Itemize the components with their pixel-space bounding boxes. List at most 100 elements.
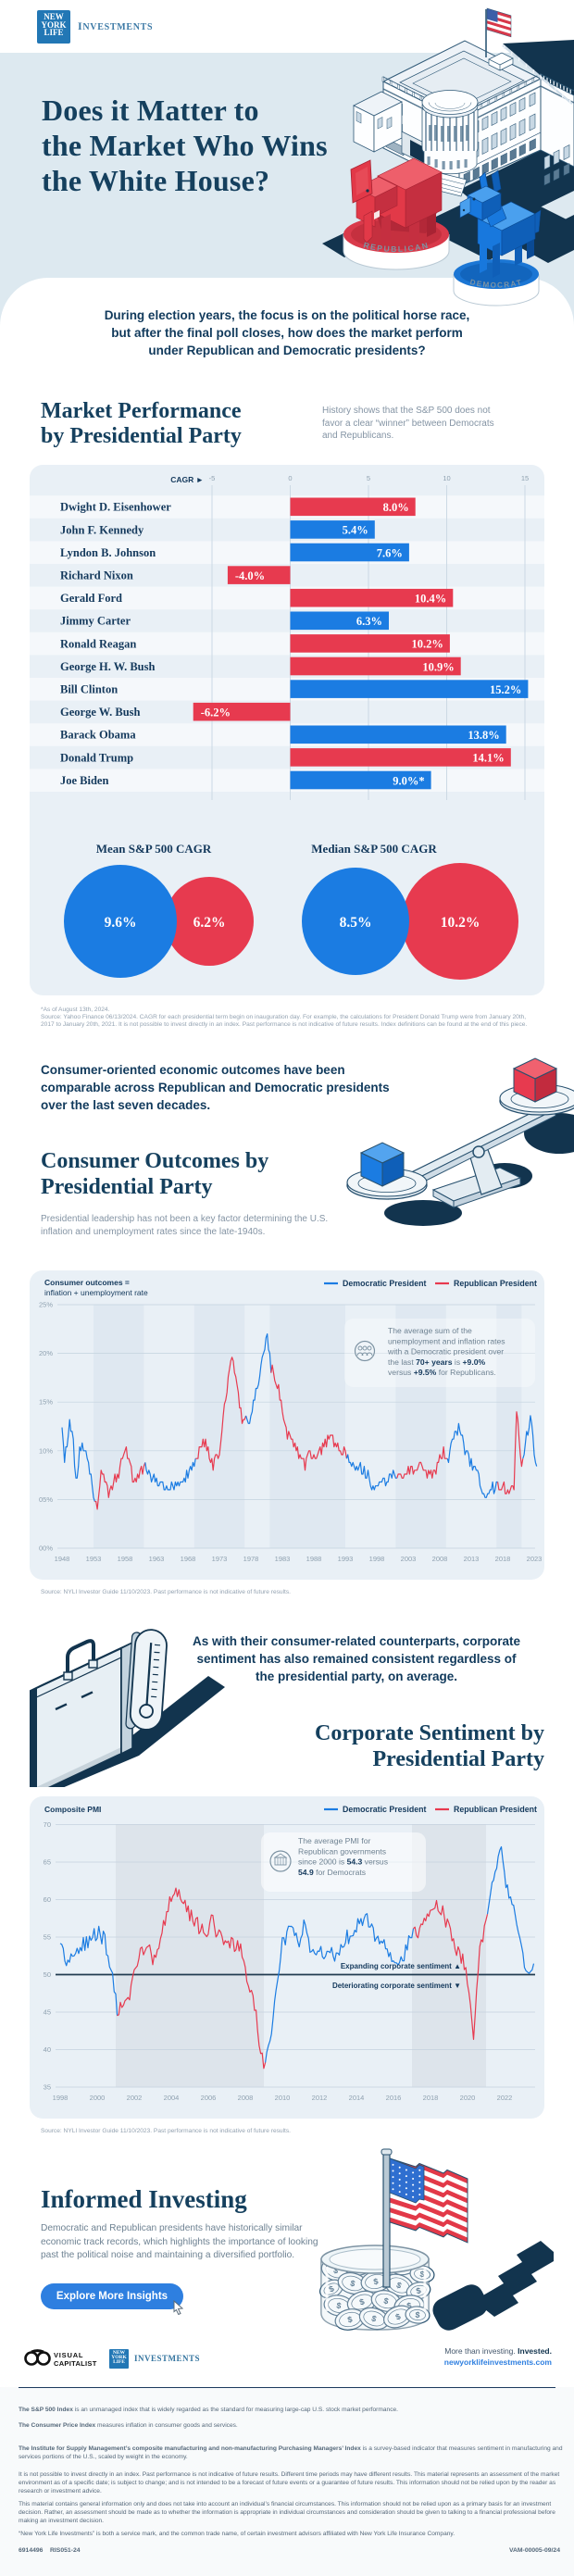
svg-text:-4.0%: -4.0% [235, 569, 265, 582]
svg-text:55: 55 [44, 1933, 51, 1942]
svg-text:with a Democratic president ov: with a Democratic president over [387, 1347, 504, 1357]
svg-text:6.3%: 6.3% [356, 615, 382, 628]
svg-text:54.9 for Democrats: 54.9 for Democrats [298, 1868, 366, 1877]
svg-text:20%: 20% [39, 1349, 53, 1357]
svg-text:2016: 2016 [386, 2094, 402, 2102]
svg-text:10%: 10% [39, 1446, 53, 1455]
svg-text:1993: 1993 [338, 1555, 354, 1563]
svg-text:2003: 2003 [401, 1555, 417, 1563]
svg-text:2008: 2008 [238, 2094, 254, 2102]
svg-text:$: $ [347, 2315, 354, 2325]
svg-text:1988: 1988 [306, 1555, 322, 1563]
svg-text:Republican governments: Republican governments [298, 1846, 386, 1856]
svg-text:2004: 2004 [164, 2094, 180, 2102]
svg-text:$: $ [328, 2283, 336, 2294]
svg-text:$: $ [358, 2296, 366, 2307]
svg-text:$: $ [349, 2279, 356, 2289]
svg-text:CAPITALIST: CAPITALIST [54, 2359, 97, 2368]
svg-text:unemployment and inflation rat: unemployment and inflation rates [388, 1336, 505, 1345]
svg-text:2010: 2010 [275, 2094, 291, 2102]
svg-text:$: $ [332, 2265, 340, 2275]
svg-text:8.5%: 8.5% [340, 915, 372, 931]
svg-text:Median S&P 500 CAGR: Median S&P 500 CAGR [311, 842, 437, 856]
svg-text:60: 60 [44, 1895, 51, 1904]
svg-text:5.4%: 5.4% [343, 524, 368, 537]
svg-text:Dwight D. Eisenhower: Dwight D. Eisenhower [60, 501, 171, 514]
svg-text:2002: 2002 [127, 2094, 143, 2102]
svg-text:45: 45 [44, 2008, 51, 2017]
svg-text:$: $ [336, 2301, 343, 2311]
svg-text:1998: 1998 [369, 1555, 385, 1563]
svg-text:since 2000 is 54.3 versus: since 2000 is 54.3 versus [298, 1857, 388, 1867]
svg-text:$: $ [415, 2286, 421, 2296]
svg-text:1968: 1968 [181, 1555, 196, 1563]
svg-text:10.9%: 10.9% [422, 660, 454, 673]
svg-text:50: 50 [44, 1970, 51, 1979]
svg-text:1998: 1998 [53, 2094, 69, 2102]
svg-text:35: 35 [44, 2083, 51, 2092]
svg-text:2012: 2012 [312, 2094, 328, 2102]
svg-text:5: 5 [367, 474, 370, 482]
svg-text:15.2%: 15.2% [490, 683, 521, 696]
svg-text:13.8%: 13.8% [468, 729, 499, 742]
svg-text:The average sum of the: The average sum of the [388, 1326, 472, 1335]
svg-text:1953: 1953 [86, 1555, 102, 1563]
svg-text:10.2%: 10.2% [412, 638, 443, 651]
svg-text:Bill Clinton: Bill Clinton [60, 683, 118, 696]
svg-text:Jimmy Carter: Jimmy Carter [60, 615, 131, 628]
svg-text:14.1%: 14.1% [472, 752, 504, 765]
svg-text:9.0%*: 9.0%* [393, 774, 424, 787]
svg-text:2020: 2020 [460, 2094, 476, 2102]
svg-text:05%: 05% [39, 1495, 53, 1504]
svg-text:$: $ [373, 2277, 380, 2287]
svg-text:2023: 2023 [527, 1555, 543, 1563]
svg-text:$: $ [394, 2311, 402, 2321]
svg-text:John F. Kennedy: John F. Kennedy [60, 523, 144, 536]
svg-text:2008: 2008 [432, 1555, 448, 1563]
svg-text:CAGR ►: CAGR ► [170, 475, 204, 484]
svg-text:$: $ [406, 2301, 412, 2311]
svg-text:Democratic President: Democratic President [343, 1279, 427, 1288]
svg-text:0: 0 [288, 474, 292, 482]
svg-text:Expanding corporate sentiment: Expanding corporate sentiment ▲ [341, 1962, 461, 1970]
svg-text:Ronald Reagan: Ronald Reagan [60, 637, 136, 650]
svg-text:Mean S&P 500 CAGR: Mean S&P 500 CAGR [96, 842, 212, 856]
svg-text:15%: 15% [39, 1398, 53, 1407]
svg-text:$: $ [415, 2310, 420, 2320]
svg-text:2000: 2000 [90, 2094, 106, 2102]
svg-text:Barack Obama: Barack Obama [60, 729, 136, 742]
svg-text:10.4%: 10.4% [415, 593, 446, 606]
svg-text:2022: 2022 [497, 2094, 513, 2102]
svg-text:Composite PMI: Composite PMI [44, 1805, 101, 1814]
svg-text:the last 70+ years is +9.0%: the last 70+ years is +9.0% [388, 1357, 485, 1367]
svg-text:2014: 2014 [349, 2094, 365, 2102]
svg-text:9.6%: 9.6% [105, 915, 137, 931]
svg-text:40: 40 [44, 2045, 51, 2054]
svg-text:Lyndon B. Johnson: Lyndon B. Johnson [60, 546, 156, 559]
svg-text:70: 70 [44, 1820, 51, 1829]
svg-text:1973: 1973 [212, 1555, 228, 1563]
svg-text:Joe Biden: Joe Biden [60, 774, 108, 787]
svg-text:6.2%: 6.2% [193, 915, 226, 931]
svg-text:Republican President: Republican President [454, 1279, 537, 1288]
svg-text:65: 65 [44, 1858, 51, 1867]
svg-text:2018: 2018 [495, 1555, 511, 1563]
svg-text:1983: 1983 [275, 1555, 291, 1563]
svg-text:8.0%: 8.0% [383, 501, 409, 514]
svg-text:Richard Nixon: Richard Nixon [60, 569, 133, 582]
svg-text:10.2%: 10.2% [441, 915, 480, 931]
svg-text:The average PMI for: The average PMI for [298, 1836, 370, 1845]
svg-text:Democratic President: Democratic President [343, 1805, 427, 1814]
svg-text:1958: 1958 [118, 1555, 133, 1563]
svg-text:$: $ [395, 2280, 403, 2290]
svg-text:-6.2%: -6.2% [201, 707, 231, 719]
svg-text:Consumer outcomes =: Consumer outcomes = [44, 1278, 130, 1287]
svg-text:10: 10 [443, 474, 450, 482]
svg-text:2018: 2018 [423, 2094, 439, 2102]
svg-text:$: $ [382, 2296, 389, 2307]
svg-text:versus +9.5% for Republicans.: versus +9.5% for Republicans. [388, 1368, 496, 1377]
svg-text:2006: 2006 [201, 2094, 217, 2102]
svg-text:2013: 2013 [464, 1555, 480, 1563]
svg-text:VISUAL: VISUAL [54, 2351, 83, 2359]
svg-text:$: $ [419, 2270, 425, 2280]
